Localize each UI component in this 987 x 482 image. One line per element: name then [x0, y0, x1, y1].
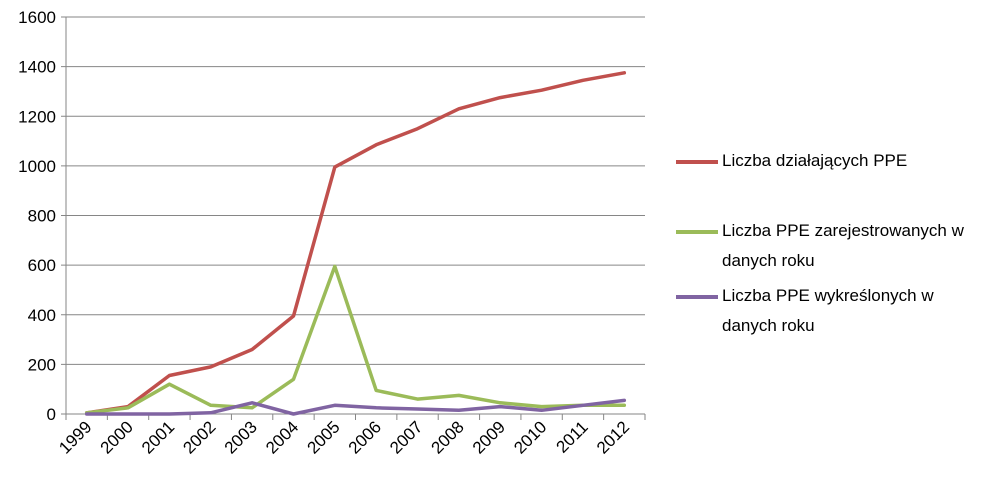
x-tick-label-2008: 2008 — [428, 417, 468, 457]
y-tick-label-1200: 1200 — [18, 107, 56, 126]
legend-label-zarejestrowane: Liczba PPE zarejestrowanych w danych rok… — [722, 221, 964, 270]
y-axis-tick-labels: 0 200 400 600 800 1000 1200 1400 1600 — [18, 8, 56, 424]
y-tick-label-600: 600 — [28, 256, 56, 275]
series-line-zarejestrowane — [84, 264, 627, 415]
legend-item-wykreslone: Liczba PPE wykreślonych w danych roku — [676, 285, 984, 341]
legend-label-dzialajace: Liczba działających PPE — [722, 151, 908, 170]
legend-item-zarejestrowane: Liczba PPE zarejestrowanych w danych rok… — [676, 220, 984, 276]
x-tick-label-2006: 2006 — [345, 417, 385, 457]
y-tick-label-400: 400 — [28, 306, 56, 325]
x-tick-label-2009: 2009 — [469, 417, 509, 457]
x-tick-label-2002: 2002 — [179, 417, 219, 457]
y-tick-label-1400: 1400 — [18, 58, 56, 77]
x-tick-label-2010: 2010 — [510, 417, 550, 457]
gridlines — [66, 16, 645, 365]
x-tick-label-2007: 2007 — [386, 417, 426, 457]
x-tick-label-2005: 2005 — [303, 417, 343, 457]
legend-swatch-dzialajace — [676, 160, 718, 164]
legend-label-wykreslone: Liczba PPE wykreślonych w danych roku — [722, 286, 934, 335]
y-tick-label-800: 800 — [28, 207, 56, 226]
legend-swatch-wykreslone — [676, 295, 718, 299]
legend-swatch-zarejestrowane — [676, 230, 718, 234]
x-axis-tick-labels: 1999 2000 2001 2002 2003 2004 2005 2006 2007 2008… — [55, 417, 633, 457]
axes — [61, 16, 646, 420]
x-tick-label-2001: 2001 — [138, 417, 178, 457]
x-tick-label-2012: 2012 — [593, 417, 633, 457]
x-tick-label-2003: 2003 — [221, 417, 261, 457]
series-line-wykreslone — [84, 398, 627, 416]
legend-item-dzialajace: Liczba działających PPE — [676, 150, 984, 176]
x-tick-label-2000: 2000 — [97, 417, 137, 457]
y-tick-label-200: 200 — [28, 355, 56, 374]
x-tick-label-2011: 2011 — [553, 417, 592, 456]
series-line-dzialajace — [84, 71, 627, 415]
x-tick-label-1999: 1999 — [55, 417, 95, 457]
y-tick-label-1000: 1000 — [18, 157, 56, 176]
series-lines — [84, 71, 627, 416]
x-tick-label-2004: 2004 — [262, 417, 302, 457]
y-tick-label-0: 0 — [47, 405, 56, 424]
y-tick-label-1600: 1600 — [18, 8, 56, 27]
